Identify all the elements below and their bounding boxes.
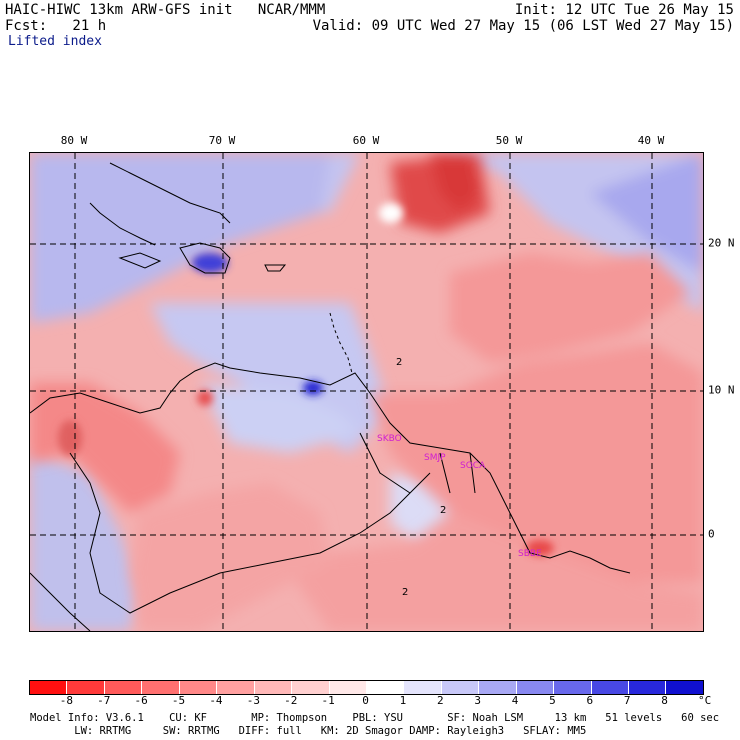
station-labels: SKBO SMJP SOCA SBBE [377,434,542,559]
colorbar-tick-label: -6 [134,694,148,707]
station-label: SMJP [424,453,446,463]
colorbar-tick-label: 5 [549,694,556,707]
cuba-coast [109,162,231,224]
colorbar-swatch [329,681,367,694]
south-america-north-coast [29,362,511,514]
french-guiana-border [469,452,476,494]
colorbar-unit: °C [698,694,712,707]
colorbar-swatch [104,681,143,694]
amazon-mouth [509,512,631,574]
colorbar-swatch [516,681,555,694]
lat-label: 10 N [708,383,735,397]
colorbar-tick-label: -1 [321,694,335,707]
contour-label: 2 [440,505,446,516]
colorbar-tick-label: -2 [284,694,298,707]
country-borders [69,452,431,614]
lon-label: 60 W [352,134,380,147]
lesser-antilles [329,312,353,374]
cool-regions [30,153,703,631]
forecast-hour: Fcst: 21 h [5,18,107,34]
init-time: Init: 12 UTC Tue 26 May 15 [514,2,734,18]
cuba-south-coast [89,202,156,246]
colorbar-tick-label: 7 [623,694,631,707]
colorbar-tick-label: 8 [661,694,668,707]
pacific-coast [29,572,91,632]
colorbar-tick-label: 6 [586,694,594,707]
colorbar-tick-label: -5 [171,694,186,707]
model-info-line1: Model Info: V3.6.1 CU: KF MP: Thompson P… [30,712,720,724]
valid-time: Valid: 09 UTC Wed 27 May 15 (06 LST Wed … [312,18,734,34]
colorbar-tick-label: 3 [474,694,481,707]
contour-labels: 2 2 2 [396,357,446,598]
model-title: HAIC-HIWC 13km ARW-GFS init NCAR/MMM [5,2,326,18]
colorbar-swatch [591,681,629,694]
colorbar-swatch [30,681,68,694]
colorbar [29,680,704,695]
lon-label: 50 W [495,134,523,147]
lifted-index-map: SKBO SMJP SOCA SBBE 2 2 2 [29,152,704,632]
colorbar-swatch [479,681,517,694]
colorbar-swatch [366,681,405,694]
lon-label: 70 W [208,134,236,147]
colorbar-tick-label: 0 [362,694,369,707]
jamaica [118,252,162,269]
colorbar-tick-label: -3 [246,694,260,707]
colorbar-swatch [666,681,703,694]
colorbar-swatch [217,681,255,694]
model-info-line2: LW: RRTMG SW: RRTMG DIFF: full KM: 2D Sm… [30,725,587,737]
colorbar-tick-label: 2 [436,694,444,707]
lat-label: 0 [708,527,715,541]
puerto-rico [264,264,287,272]
station-label: SOCA [460,461,486,471]
colorbar-tick-label: 1 [399,694,407,707]
colorbar-swatch [554,681,592,694]
colorbar-swatch [404,681,442,694]
lat-label: 20 N [708,236,735,250]
colorbar-swatch [441,681,480,694]
colorbar-swatch [292,681,330,694]
colorbar-tick-label: -7 [97,694,111,707]
lon-label: 80 W [60,134,88,147]
suriname-border [439,452,451,494]
colorbar-swatch [629,681,667,694]
colorbar-tick-label: -4 [209,694,223,707]
intense-cores [58,203,554,556]
map-canvas: SKBO SMJP SOCA SBBE 2 2 2 [29,153,703,632]
station-label: SBBE [518,549,542,559]
colorbar-tick-label: 4 [511,694,519,707]
colorbar-swatch [67,681,105,694]
colorbar-tick-label: -8 [59,694,73,707]
coastlines [29,162,631,632]
colorbar-swatch [142,681,180,694]
contour-label: 2 [396,357,402,368]
colorbar-swatch [254,681,293,694]
station-label: SKBO [377,434,402,444]
colorbar-ticks: -8 -7 -6 -5 -4 -3 -2 -1 0 1 2 3 4 5 6 7 8 [29,694,702,708]
lon-label: 40 W [637,134,665,147]
colorbar-swatch [179,681,218,694]
variable-name: Lifted index [8,34,102,49]
graticule [30,153,703,631]
contour-label: 2 [402,587,408,598]
